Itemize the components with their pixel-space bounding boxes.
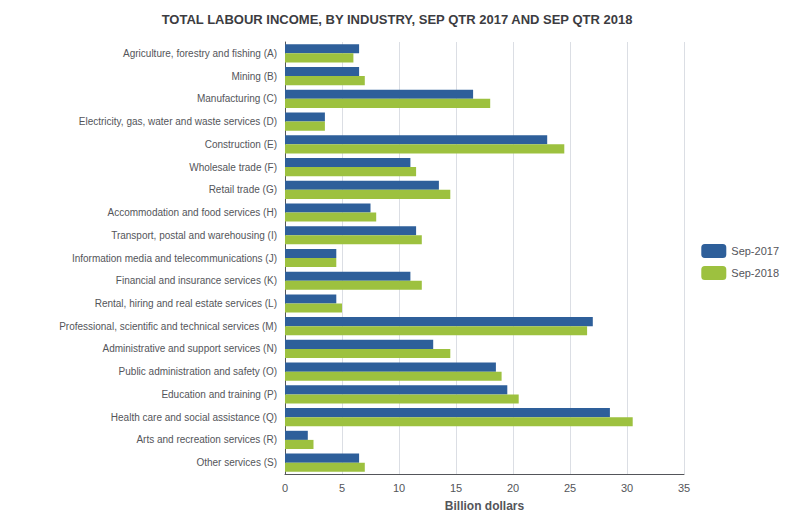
svg-text:Rental, hiring and real estate: Rental, hiring and real estate services …	[95, 298, 277, 309]
svg-text:Accommodation and food service: Accommodation and food services (H)	[107, 207, 277, 218]
svg-text:25: 25	[564, 482, 576, 494]
svg-text:Sep-2018: Sep-2018	[731, 267, 779, 279]
svg-text:Retail trade (G): Retail trade (G)	[209, 184, 277, 195]
svg-text:Administrative and support ser: Administrative and support services (N)	[102, 343, 277, 354]
svg-text:Mining (B): Mining (B)	[231, 71, 277, 82]
svg-text:Information media and telecomm: Information media and telecommunications…	[72, 253, 277, 264]
svg-text:35: 35	[678, 482, 690, 494]
svg-text:Electricity, gas, water and wa: Electricity, gas, water and waste servic…	[79, 116, 277, 127]
svg-text:Education and training (P): Education and training (P)	[161, 389, 277, 400]
svg-text:15: 15	[450, 482, 462, 494]
svg-text:Arts and recreation services (: Arts and recreation services (R)	[136, 434, 277, 445]
svg-text:Agriculture, forestry and fish: Agriculture, forestry and fishing (A)	[123, 48, 277, 59]
svg-text:Manufacturing (C): Manufacturing (C)	[197, 93, 277, 104]
svg-text:Public administration and safe: Public administration and safety (O)	[119, 366, 277, 377]
svg-text:5: 5	[339, 482, 345, 494]
svg-text:Health care and social assista: Health care and social assistance (Q)	[111, 412, 277, 423]
svg-text:20: 20	[507, 482, 519, 494]
svg-text:10: 10	[393, 482, 405, 494]
svg-text:TOTAL LABOUR INCOME, BY INDUST: TOTAL LABOUR INCOME, BY INDUSTRY, SEP QT…	[162, 12, 633, 27]
svg-text:Financial and insurance servic: Financial and insurance services (K)	[116, 275, 277, 286]
svg-text:30: 30	[621, 482, 633, 494]
svg-text:Sep-2017: Sep-2017	[731, 245, 779, 257]
svg-text:Wholesale trade (F): Wholesale trade (F)	[189, 162, 277, 173]
svg-text:0: 0	[282, 482, 288, 494]
svg-text:Billion dollars: Billion dollars	[445, 499, 525, 513]
svg-text:Transport, postal and warehous: Transport, postal and warehousing (I)	[111, 230, 277, 241]
svg-text:Professional, scientific and t: Professional, scientific and technical s…	[59, 321, 277, 332]
svg-text:Construction (E): Construction (E)	[205, 139, 277, 150]
svg-text:Other services (S): Other services (S)	[196, 457, 277, 468]
